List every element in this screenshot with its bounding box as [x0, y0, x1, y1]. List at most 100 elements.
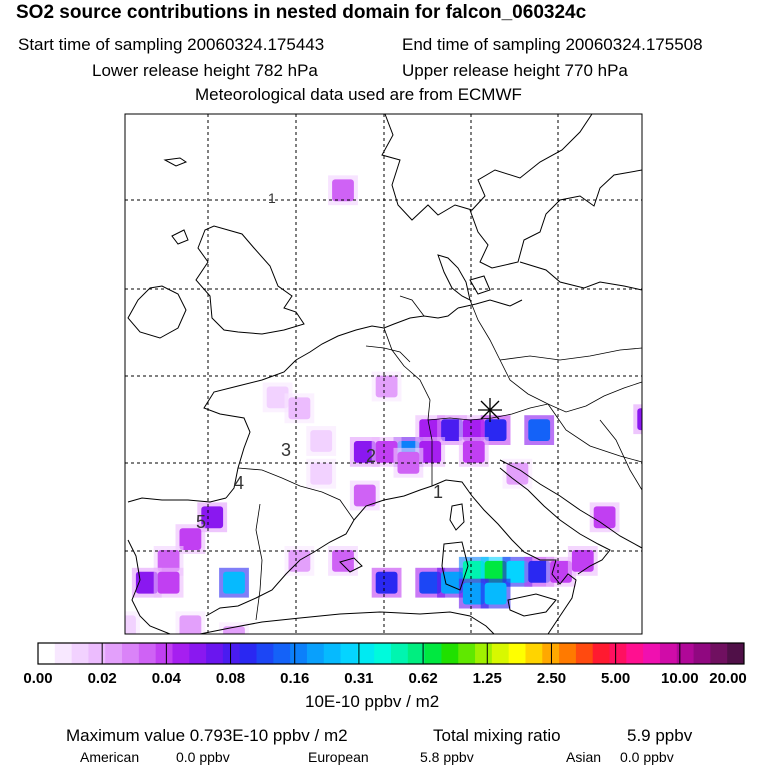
concentration-cell [462, 419, 485, 441]
receptor-star-icon [478, 398, 502, 422]
total-mixing-label: Total mixing ratio [433, 726, 561, 745]
concentration-cell [681, 419, 703, 441]
map-frame [124, 113, 643, 635]
france-med-coast [353, 485, 433, 521]
ireland-coast [127, 285, 187, 339]
colorbar-swatch [290, 643, 308, 664]
concentration-cell [157, 550, 180, 572]
colorbar-swatch [424, 643, 442, 664]
end-time-label: End time of sampling 20060324.175508 [402, 35, 703, 54]
concentration-cell [484, 560, 507, 583]
colorbar-swatch [239, 643, 258, 664]
concentration-cell [288, 397, 311, 420]
concentration-cell [353, 441, 376, 463]
colorbar-swatch [306, 643, 325, 664]
colorbar-swatch [626, 643, 644, 664]
flight-marker-1-top: 1 [268, 190, 276, 206]
netherlands-border [399, 295, 425, 317]
concentration-cell [310, 462, 333, 485]
concentration-cell [506, 560, 529, 583]
concentration-cell [353, 484, 376, 507]
concentration-cell [484, 582, 507, 605]
concentration-cell [550, 560, 572, 583]
colorbar-tick-label: 0.62 [408, 670, 438, 687]
total-mixing-value: 5.9 ppbv [627, 726, 693, 745]
colorbar-swatch [105, 643, 123, 664]
american-label: American [80, 749, 140, 765]
colorbar-tick-label: 0.04 [151, 670, 181, 687]
colorbar-tick-label: 0.31 [344, 670, 374, 687]
colorbar-swatch [155, 643, 173, 664]
concentration-cell [201, 506, 224, 529]
concentration-cell [135, 571, 158, 594]
concentration-cell [506, 462, 529, 485]
colorbar-swatch [542, 643, 560, 664]
colorbar-swatch [138, 643, 157, 664]
france-germany-border [383, 327, 433, 486]
sicily-coast [507, 593, 557, 617]
balearic-coast [339, 557, 363, 573]
concentration-cell [179, 528, 202, 550]
colorbar-swatch [559, 643, 577, 664]
colorbar-swatch [189, 643, 207, 664]
belgium-border [365, 345, 411, 363]
upper-release-label: Upper release height 770 hPa [402, 61, 628, 80]
colorbar-swatch [508, 643, 526, 664]
concentration-cell [310, 430, 333, 452]
colorbar-swatch [340, 643, 358, 664]
colorbar-frame [37, 642, 745, 665]
asian-value: 0.0 ppbv [620, 749, 674, 765]
concentration-cell [462, 441, 485, 463]
concentration-cell [375, 571, 398, 594]
scandinavia-coast [381, 114, 593, 221]
concentration-halo [655, 448, 685, 478]
colorbar-tick-label: 0.16 [280, 670, 310, 687]
european-label: European [308, 749, 369, 765]
max-value-label: Maximum value 0.793E-10 ppbv / m2 [66, 726, 348, 745]
concentration-cell [125, 615, 136, 634]
start-time-label: Start time of sampling 20060324.175443 [18, 35, 325, 54]
colorbar-tick-label: 0.02 [87, 670, 117, 687]
spain-med-coast [205, 519, 355, 617]
sweden-baltic-coast [469, 169, 642, 269]
spain-north-coast [127, 497, 227, 503]
colorbar-swatch [575, 643, 594, 664]
concentration-cell [419, 571, 442, 594]
concentration-cell [637, 670, 659, 692]
portugal-coast [127, 539, 171, 634]
flight-marker-3: 3 [281, 440, 291, 460]
met-data-label: Meteorological data used are from ECMWF [195, 85, 522, 104]
unit-label: 10E-10 ppbv / m2 [305, 692, 440, 711]
faroe-coast [163, 157, 188, 167]
colorbar-swatch [391, 643, 409, 664]
concentration-cell [528, 419, 551, 441]
colorbar-swatch [38, 643, 56, 664]
colorbar-swatch [122, 643, 140, 664]
concentration-halo [644, 688, 674, 718]
colorbar-swatch [71, 643, 89, 664]
colorbar-swatch [676, 643, 695, 664]
flight-marker-1: 1 [433, 482, 443, 502]
alps-border [427, 381, 642, 421]
concentration-cell [375, 441, 398, 463]
sardinia-coast [441, 541, 469, 591]
czech-poland-border [499, 347, 642, 361]
colorbar-swatch [54, 643, 73, 664]
flight-marker-4: 4 [234, 473, 244, 493]
chart-title: SO2 source contributions in nested domai… [16, 2, 587, 23]
germany-baltic-coast [457, 299, 523, 309]
north-africa-coast [199, 611, 495, 634]
colorbar-tick-label: 2.50 [536, 670, 567, 687]
colorbar-swatch [206, 643, 224, 664]
concentration-cell [462, 582, 485, 605]
colorbar-swatch [441, 643, 459, 664]
baltic-south-coast [519, 261, 642, 291]
concentration-cell [266, 386, 289, 409]
france-spain-border [237, 467, 355, 521]
colorbar-tick-label: 20.00 [709, 670, 747, 687]
concentration-halo [677, 415, 707, 445]
colorbar-swatch [592, 643, 611, 664]
american-value: 0.0 ppbv [176, 749, 230, 765]
concentration-halo [633, 666, 663, 696]
colorbar-swatch [357, 643, 375, 664]
